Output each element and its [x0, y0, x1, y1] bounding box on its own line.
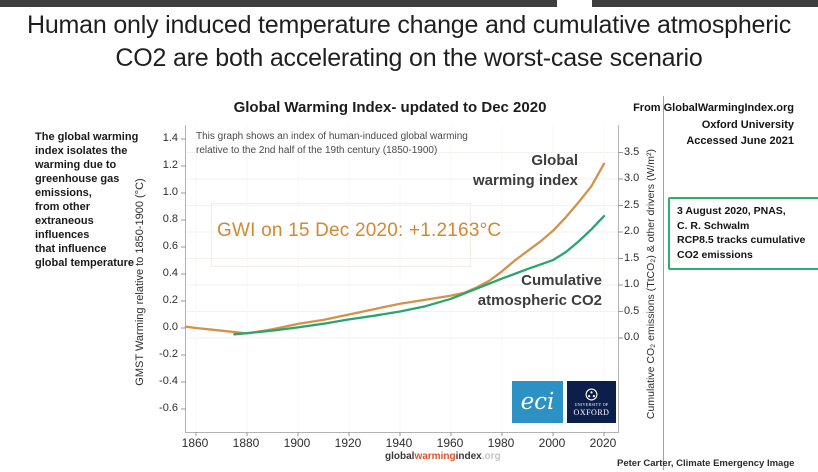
left-axis-tick-label: 1.4: [162, 132, 178, 144]
top-bar-left-segment: [0, 0, 557, 7]
x-axis-tick-label: 1880: [232, 436, 260, 450]
page-title: Human only induced temperature change an…: [26, 11, 792, 72]
left-axis-tick-label: -0.2: [159, 348, 178, 360]
left-axis-tick-label: 0.6: [162, 240, 178, 252]
left-axis-tick-label: -0.4: [159, 375, 178, 387]
right-axis-tick-label: 3.5: [624, 145, 640, 158]
source-note-line1: From GlobalWarmingIndex.org: [633, 102, 794, 114]
left-annotation-text: The global warming index isolates the wa…: [35, 131, 139, 269]
left-axis-tick-label: 0.0: [162, 321, 178, 333]
left-axis-tick-label: 0.8: [162, 213, 178, 225]
right-panel-divider: [663, 96, 664, 470]
top-bar-right-segment: [592, 0, 818, 7]
x-axis-tick-label: 2000: [538, 436, 566, 450]
footer-brand-org: .org: [481, 451, 501, 462]
chart-title: Global Warming Index- updated to Dec 202…: [233, 99, 547, 116]
footer-brand: globalwarmingindex.org: [385, 451, 501, 462]
series-line-co2: [233, 214, 606, 336]
right-axis-tick-label: 3.0: [624, 172, 640, 184]
x-axis-tick-label: 1860: [181, 436, 209, 450]
series-label-co2: Cumulative atmospheric CO2: [477, 272, 602, 310]
series-label-gwi: Global warming index: [472, 152, 578, 190]
x-axis-tick-label: 1940: [385, 436, 413, 450]
gwi-annotation-text: GWI on 15 Dec 2020: +1.2163°C: [217, 220, 502, 241]
oxford-logo: UNIVERSITY OF OXFORD: [567, 381, 616, 423]
oxford-crest-icon: [585, 388, 598, 400]
source-note: From GlobalWarmingIndex.org Oxford Unive…: [633, 100, 794, 150]
right-axis-tick-label: 2.5: [624, 198, 640, 211]
left-axis-tick-label: 1.0: [162, 186, 178, 198]
footer-brand-global: global: [385, 451, 415, 462]
eci-logo: eci: [512, 381, 563, 423]
left-axis-tick-label: 0.4: [162, 267, 178, 279]
source-note-line2: Oxford University: [701, 118, 794, 131]
x-axis-tick-label: 1960: [436, 436, 464, 450]
right-axis-tick-label: 1.0: [624, 278, 640, 290]
x-axis-tick-label: 1980: [487, 436, 515, 450]
right-axis-tick-label: 2.0: [624, 225, 640, 237]
source-note-line3: Accessed June 2021: [686, 135, 794, 147]
right-axis-tick-label: 0.5: [624, 304, 640, 317]
eci-logo-text: eci: [520, 389, 555, 415]
footer-credit: Peter Carter, Climate Emergency Image: [617, 458, 795, 469]
plot-area: [181, 125, 623, 436]
chart-subtitle: This graph shows an index of human-induc…: [196, 131, 468, 156]
chart-svg: [181, 125, 623, 436]
footer-brand-index: index: [455, 451, 482, 462]
x-axis-tick-label: 2020: [589, 436, 617, 450]
right-axis-tick-label: 0.0: [624, 331, 640, 343]
right-axis-tick-label: 1.5: [624, 251, 640, 264]
left-axis-tick-label: 0.2: [162, 294, 178, 306]
oxford-logo-line1: UNIVERSITY OF: [574, 401, 609, 407]
x-axis-tick-label: 1920: [334, 436, 362, 450]
left-axis-tick-label: -0.6: [159, 402, 178, 414]
left-axis-tick-label: 1.2: [162, 159, 178, 171]
gwi-annotation-box: [211, 203, 471, 267]
callout-box: 3 August 2020, PNAS, C. R. Schwalm RCP8.…: [668, 197, 818, 270]
oxford-logo-line2: OXFORD: [573, 407, 610, 417]
x-axis-tick-label: 1900: [283, 436, 311, 450]
footer-brand-warming: warming: [414, 451, 456, 462]
